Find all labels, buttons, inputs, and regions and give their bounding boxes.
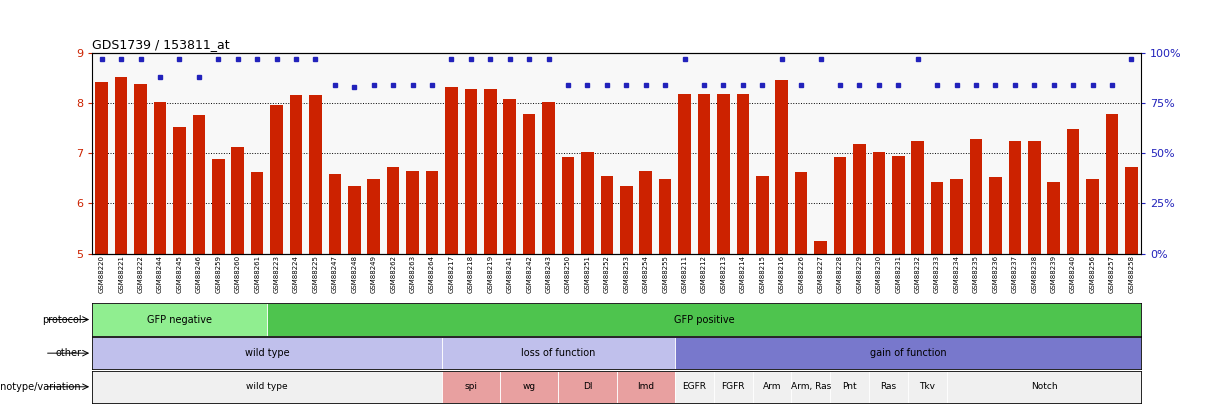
Bar	[483, 89, 497, 254]
Bar	[445, 87, 458, 254]
Bar	[153, 102, 167, 254]
Bar	[348, 186, 361, 254]
Bar	[908, 371, 947, 403]
Bar	[406, 171, 418, 254]
Bar	[892, 156, 904, 254]
Bar	[134, 84, 147, 254]
Bar	[367, 179, 380, 254]
Bar	[193, 115, 205, 254]
Bar	[675, 371, 714, 403]
Text: loss of function: loss of function	[521, 348, 595, 358]
Bar	[562, 157, 574, 254]
Bar	[736, 94, 750, 254]
Bar	[1086, 179, 1099, 254]
Bar	[1125, 167, 1137, 254]
Bar	[717, 94, 730, 254]
Bar	[600, 176, 614, 254]
Text: FGFR: FGFR	[721, 382, 745, 391]
Text: spi: spi	[464, 382, 477, 391]
Bar	[442, 371, 499, 403]
Text: Imd: Imd	[637, 382, 654, 391]
Bar	[947, 371, 1141, 403]
Text: GDS1739 / 153811_at: GDS1739 / 153811_at	[92, 38, 229, 51]
Text: gain of function: gain of function	[870, 348, 946, 358]
Bar	[1028, 141, 1040, 254]
Bar	[675, 337, 1141, 369]
Bar	[1048, 182, 1060, 254]
Bar	[853, 144, 866, 254]
Bar	[679, 94, 691, 254]
Bar	[756, 176, 768, 254]
Text: Dl: Dl	[583, 382, 593, 391]
Bar	[639, 171, 652, 254]
Bar	[173, 127, 185, 254]
Bar	[831, 371, 869, 403]
Text: GFP negative: GFP negative	[147, 315, 212, 324]
Bar	[950, 179, 963, 254]
Bar	[795, 172, 807, 254]
Bar	[542, 102, 555, 254]
Bar	[931, 182, 944, 254]
Text: Notch: Notch	[1031, 382, 1058, 391]
Bar	[620, 186, 633, 254]
Bar	[833, 157, 847, 254]
Bar	[442, 337, 675, 369]
Text: Arm: Arm	[763, 382, 782, 391]
Text: wild type: wild type	[247, 382, 287, 391]
Text: wild type: wild type	[244, 348, 290, 358]
Text: GFP positive: GFP positive	[674, 315, 734, 324]
Bar	[969, 139, 983, 254]
Bar	[714, 371, 752, 403]
Bar	[92, 303, 267, 336]
Bar	[989, 177, 1001, 254]
Bar	[616, 371, 675, 403]
Bar	[92, 337, 442, 369]
Text: Ras: Ras	[881, 382, 897, 391]
Bar	[752, 371, 791, 403]
Bar	[815, 241, 827, 254]
Text: wg: wg	[523, 382, 536, 391]
Bar	[698, 94, 710, 254]
Bar	[270, 105, 283, 254]
Text: genotype/variation: genotype/variation	[0, 382, 81, 392]
Bar	[290, 95, 302, 254]
Bar	[92, 371, 442, 403]
Bar	[499, 371, 558, 403]
Text: Tkv: Tkv	[919, 382, 935, 391]
Text: protocol: protocol	[42, 315, 81, 324]
Bar	[115, 77, 128, 254]
Bar	[387, 167, 400, 254]
Bar	[250, 172, 264, 254]
Bar	[523, 115, 535, 254]
Bar	[872, 152, 885, 254]
Bar	[212, 159, 225, 254]
Bar	[267, 303, 1141, 336]
Text: EGFR: EGFR	[682, 382, 707, 391]
Bar	[558, 371, 616, 403]
Bar	[912, 141, 924, 254]
Bar	[582, 152, 594, 254]
Text: Arm, Ras: Arm, Ras	[790, 382, 831, 391]
Text: other: other	[55, 348, 81, 358]
Bar	[309, 95, 321, 254]
Bar	[503, 99, 517, 254]
Bar	[1106, 114, 1118, 254]
Text: Pnt: Pnt	[843, 382, 856, 391]
Bar	[869, 371, 908, 403]
Bar	[232, 147, 244, 254]
Bar	[426, 171, 438, 254]
Bar	[465, 89, 477, 254]
Bar	[329, 174, 341, 254]
Bar	[659, 179, 671, 254]
Bar	[775, 80, 788, 254]
Bar	[96, 82, 108, 254]
Bar	[791, 371, 831, 403]
Bar	[1066, 129, 1080, 254]
Bar	[1009, 141, 1021, 254]
